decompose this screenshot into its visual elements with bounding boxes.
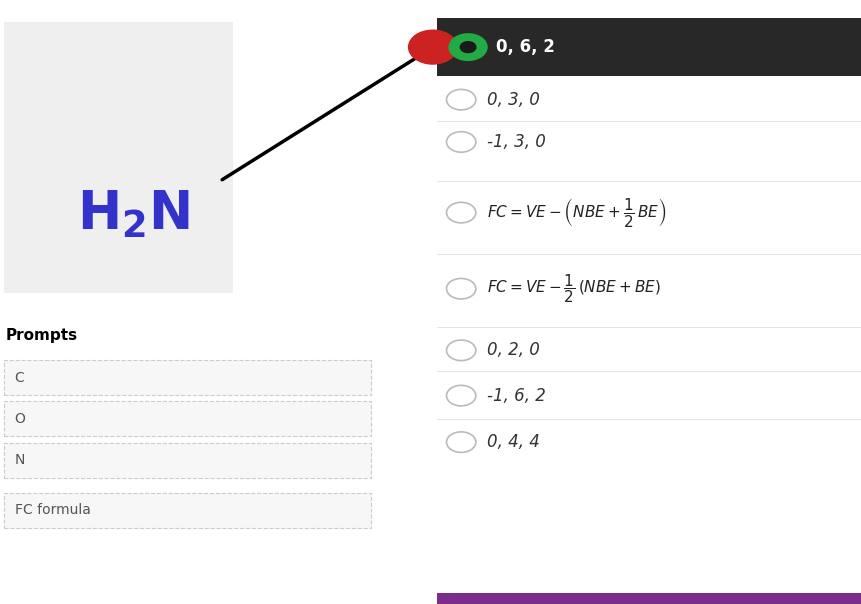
Text: O: O [15,411,26,426]
FancyBboxPatch shape [4,493,370,528]
Circle shape [446,202,475,223]
Text: Prompts: Prompts [6,328,78,342]
FancyBboxPatch shape [437,18,861,76]
Circle shape [446,340,475,361]
Circle shape [446,385,475,406]
Circle shape [446,89,475,110]
FancyBboxPatch shape [4,360,370,395]
Text: FC formula: FC formula [15,503,90,518]
Text: -1, 6, 2: -1, 6, 2 [486,387,545,405]
Circle shape [408,30,456,64]
Text: 0, 6, 2: 0, 6, 2 [495,38,554,56]
Circle shape [446,278,475,299]
FancyBboxPatch shape [4,443,370,478]
Text: 0, 2, 0: 0, 2, 0 [486,341,539,359]
FancyBboxPatch shape [437,593,861,604]
Circle shape [446,432,475,452]
Circle shape [446,132,475,152]
Text: N: N [15,453,25,467]
Text: $\mathit{FC} = \mathit{VE} - \left(\mathit{NBE} + \dfrac{1}{2}\,\mathit{BE}\righ: $\mathit{FC} = \mathit{VE} - \left(\math… [486,196,666,229]
Text: C: C [15,370,24,385]
Circle shape [460,42,475,53]
Text: 0, 3, 0: 0, 3, 0 [486,91,539,109]
Circle shape [449,34,486,60]
Text: 0, 4, 4: 0, 4, 4 [486,433,539,451]
FancyBboxPatch shape [4,401,370,436]
Text: -1, 3, 0: -1, 3, 0 [486,133,545,151]
Text: $\mathbf{H_2N}$: $\mathbf{H_2N}$ [77,188,190,240]
Text: $\mathit{FC} = \mathit{VE} - \dfrac{1}{2}\,(\mathit{NBE} + \mathit{BE})$: $\mathit{FC} = \mathit{VE} - \dfrac{1}{2… [486,272,660,305]
FancyBboxPatch shape [4,22,232,293]
